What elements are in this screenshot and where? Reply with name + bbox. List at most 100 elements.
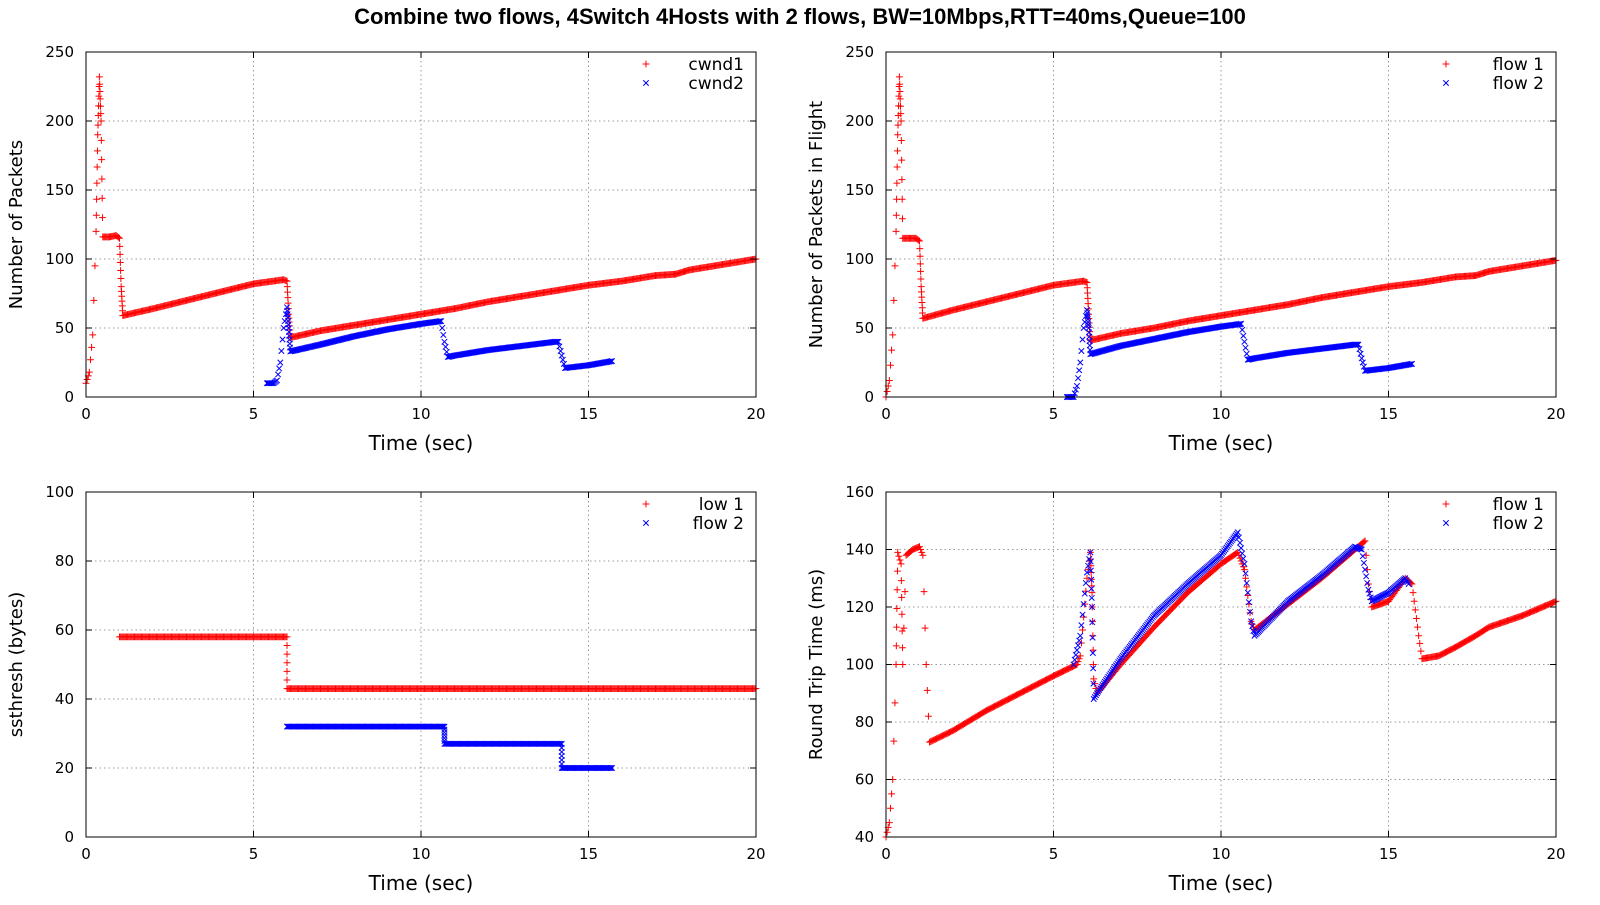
data-point: [1085, 562, 1092, 569]
data-point: [889, 331, 897, 339]
data-point: [893, 586, 901, 594]
data-point: [93, 195, 101, 203]
ticks: 0 5 10 15 20 0 20 40 60 80 100: [45, 483, 765, 863]
data-point: [283, 676, 291, 684]
data-point: [892, 661, 900, 668]
y-tick-label: 50: [855, 319, 874, 337]
data-point: [557, 347, 564, 355]
data-point: [1236, 320, 1244, 328]
legend-marker: [642, 79, 650, 87]
y-tick-label: 250: [45, 43, 74, 61]
x-tick-label: 0: [881, 845, 891, 863]
y-axis-title: Number of Packets: [6, 140, 27, 309]
data-point: [92, 211, 100, 219]
y-tick-label: 120: [845, 598, 874, 616]
data-point: [900, 624, 908, 632]
data-point: [606, 358, 613, 365]
data-point: [898, 627, 906, 635]
data-point: [883, 388, 891, 395]
data-point: [1079, 611, 1086, 618]
data-point: [921, 624, 929, 632]
data-point: [885, 377, 893, 384]
data-point: [894, 121, 902, 129]
x-tick-label: 10: [1211, 845, 1230, 863]
data-point: [440, 331, 447, 338]
data-point: [1244, 589, 1251, 596]
data-point: [1073, 647, 1081, 654]
data-point: [894, 147, 901, 155]
data-point: [273, 377, 281, 384]
data-point: [1082, 579, 1089, 587]
data-point: [1089, 634, 1096, 641]
inflight-panel: 0 5 10 15 20 0 50 100 150 200 250 Time (sec) Number …: [800, 30, 1600, 460]
data-point: [441, 729, 448, 736]
data-point: [1235, 321, 1242, 328]
series-1: [882, 537, 1560, 841]
data-point: [898, 176, 906, 184]
x-tick-label: 15: [579, 845, 598, 863]
data-point: [438, 318, 445, 325]
ssthresh-chart: 0 5 10 15 20 0 20 40 60 80 100 Time (sec) ssthresh (…: [6, 483, 766, 895]
data-point: [99, 214, 106, 221]
data-point: [916, 260, 924, 268]
data-point: [1090, 680, 1097, 687]
data-point: [1235, 551, 1243, 559]
data-point: [558, 352, 565, 359]
legend-marker: [642, 60, 650, 68]
data-point: [916, 543, 923, 551]
data-point: [279, 336, 286, 343]
y-tick-label: 200: [845, 112, 874, 130]
x-tick-label: 15: [1379, 845, 1398, 863]
legend-label: cwnd2: [688, 74, 744, 94]
data-point: [280, 324, 287, 332]
rtt-chart: 0 5 10 15 20 40 60 80 100 120 140 160 Time (sec) Roun…: [806, 483, 1566, 895]
data-point: [1410, 597, 1418, 605]
y-tick-label: 0: [64, 828, 74, 846]
data-point: [896, 88, 904, 95]
data-point: [1239, 326, 1246, 333]
data-point: [1073, 382, 1081, 390]
data-point: [919, 551, 927, 559]
data-point: [1087, 567, 1094, 574]
data-point: [1360, 559, 1368, 566]
data-point: [1358, 546, 1365, 553]
data-point: [887, 804, 894, 812]
data-point: [1091, 680, 1099, 688]
x-tick-label: 10: [411, 405, 430, 423]
data-point: [897, 117, 905, 125]
data-point: [1246, 608, 1254, 615]
data-point: [1088, 589, 1096, 597]
data-point: [555, 338, 562, 345]
y-tick-label: 150: [845, 181, 874, 199]
x-tick-label: 0: [81, 405, 91, 423]
data-point: [1246, 609, 1254, 617]
y-axis-title: Number of Packets in Flight: [806, 101, 827, 348]
data-point: [117, 267, 125, 274]
y-axis-title: ssthresh (bytes): [6, 592, 27, 737]
data-point: [1356, 346, 1363, 353]
data-point: [1354, 341, 1361, 348]
data-point: [1090, 665, 1097, 672]
cwnd-panel: 0 5 10 15 20 0 50 100 150 200 250 Time (sec) Number …: [0, 30, 800, 460]
x-axis-title: Time (sec): [1168, 871, 1274, 895]
data-point: [1081, 600, 1089, 608]
data-point: [1364, 579, 1371, 587]
series-1: [882, 73, 1560, 401]
data-point: [1090, 661, 1097, 668]
data-point: [1248, 618, 1255, 625]
data-point: [283, 642, 291, 649]
data-point: [1243, 579, 1250, 587]
data-point: [917, 275, 925, 283]
data-point: [1245, 599, 1252, 606]
data-point: [893, 623, 901, 631]
data-point: [554, 338, 561, 345]
data-point: [891, 699, 899, 707]
legend-marker: [1442, 519, 1450, 527]
data-point: [896, 73, 903, 81]
data-point: [1070, 661, 1077, 668]
data-point: [556, 740, 563, 747]
data-point: [94, 121, 102, 129]
